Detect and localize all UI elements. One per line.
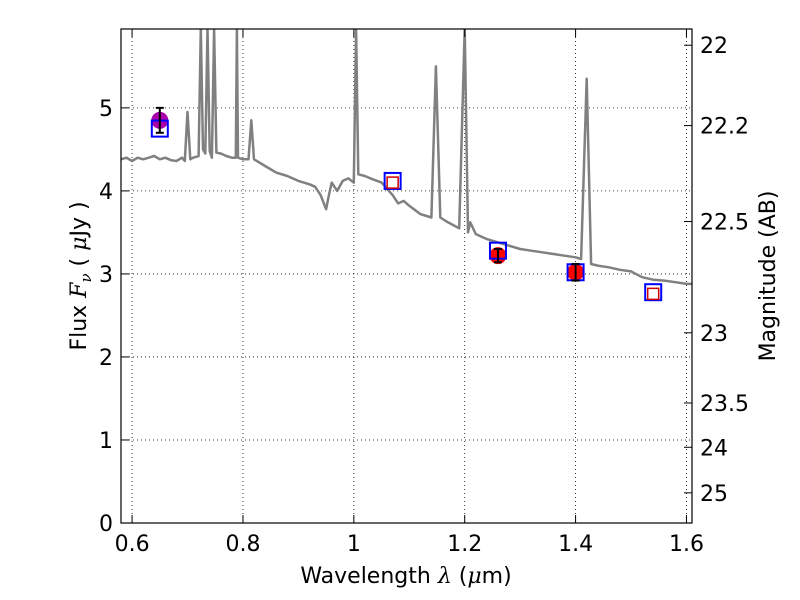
data-series bbox=[121, 29, 692, 302]
model-photometry-square bbox=[383, 171, 402, 190]
y2-tick-label: 22.5 bbox=[700, 211, 749, 236]
y-axis: 0 1 2 3 4 5 bbox=[99, 97, 129, 537]
y2-tick-label: 23.5 bbox=[700, 392, 749, 417]
x-tick-label: 1.4 bbox=[558, 532, 593, 557]
y-axis-label: Flux Fν ( μJy ) bbox=[67, 201, 95, 350]
synthetic-photometry-square bbox=[646, 287, 660, 301]
plot-frame bbox=[120, 28, 693, 524]
synthetic-photometry-square bbox=[386, 176, 399, 189]
x-tick-label: 1.2 bbox=[447, 532, 482, 557]
y2-tick-label: 22.2 bbox=[700, 115, 749, 140]
y-tick-label: 5 bbox=[99, 97, 113, 122]
y2-axis: 22 22.2 22.5 23 23.5 24 25 bbox=[684, 34, 749, 507]
x-axis: 0.6 0.8 1 1.2 1.4 1.6 bbox=[115, 29, 704, 557]
y2-axis-label: Magnitude (AB) bbox=[756, 191, 781, 362]
y-tick-label: 1 bbox=[99, 429, 113, 454]
y-tick-label: 3 bbox=[99, 263, 113, 288]
y-tick-label: 4 bbox=[99, 180, 113, 205]
model-spectrum-line bbox=[121, 29, 692, 286]
x-tick-label: 1.6 bbox=[669, 532, 704, 557]
x-tick-label: 0.6 bbox=[115, 532, 150, 557]
x-tick-label: 0.8 bbox=[225, 532, 260, 557]
y2-tick-label: 25 bbox=[700, 482, 728, 507]
x-axis-label: Wavelength λ (μm) bbox=[300, 564, 511, 589]
model-photometry-square bbox=[644, 283, 663, 302]
y2-tick-label: 22 bbox=[700, 34, 728, 59]
y-tick-label: 0 bbox=[99, 512, 113, 537]
y2-tick-label: 23 bbox=[700, 322, 728, 347]
y2-tick-label: 24 bbox=[700, 436, 728, 461]
y-tick-label: 2 bbox=[99, 346, 113, 371]
x-tick-label: 1 bbox=[347, 532, 361, 557]
